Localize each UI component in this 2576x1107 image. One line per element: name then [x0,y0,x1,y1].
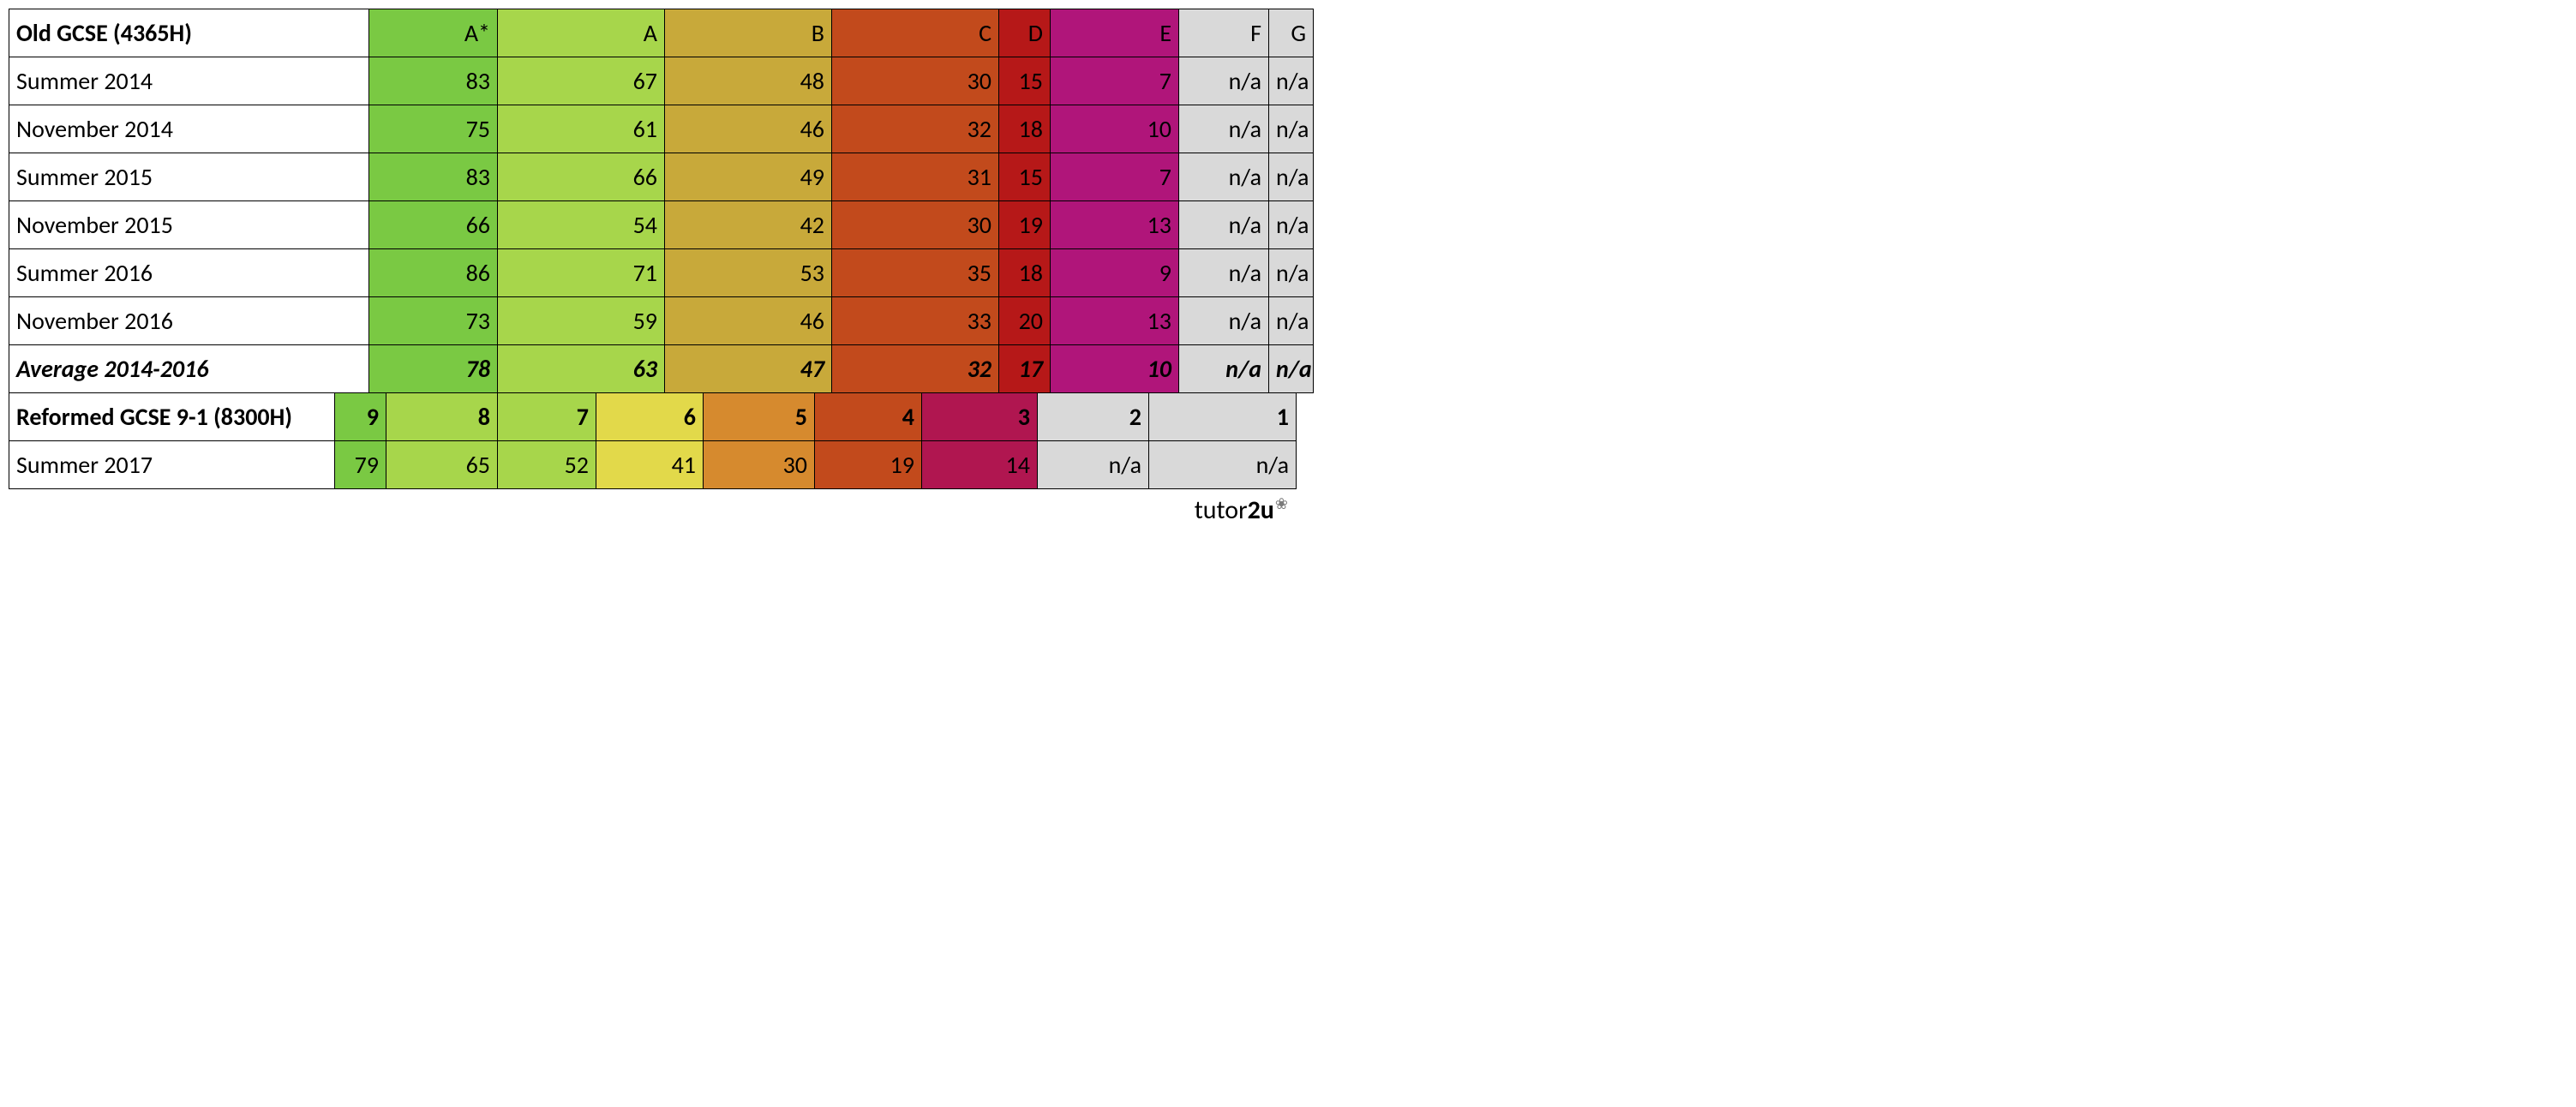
grade-cell: 30 [832,201,999,249]
grade-cell: n/a [1269,201,1314,249]
grade-header: G [1269,9,1314,57]
table-title: Reformed GCSE 9-1 (8300H) [9,392,335,440]
average-cell: 32 [832,345,999,393]
grade-cell: 32 [832,105,999,153]
grade-header: F [1179,9,1269,57]
grade-cell: 75 [369,105,498,153]
grade-cell: 46 [665,297,832,345]
tutor2u-logo: tutor2u❀ [9,489,1297,526]
row-label: Summer 2016 [9,249,369,297]
grade-cell: 15 [999,153,1051,201]
grade-cell: 66 [498,153,665,201]
grade-cell: 18 [999,105,1051,153]
logo-text-2u: 2u [1248,494,1274,526]
grade-cell: n/a [1179,249,1269,297]
grade-cell: n/a [1179,201,1269,249]
grade-cell: 18 [999,249,1051,297]
grade-header: 1 [1149,392,1297,440]
grade-cell: 67 [498,57,665,105]
grade-cell: 35 [832,249,999,297]
grade-cell: n/a [1269,249,1314,297]
grade-cell: 30 [704,440,815,488]
grade-cell: 59 [498,297,665,345]
grade-cell: 53 [665,249,832,297]
grade-cell: 61 [498,105,665,153]
grade-cell: 42 [665,201,832,249]
grade-cell: 19 [999,201,1051,249]
grade-cell: 83 [369,153,498,201]
grade-cell: 71 [498,249,665,297]
grade-cell: 66 [369,201,498,249]
row-label: November 2015 [9,201,369,249]
row-label: November 2014 [9,105,369,153]
grade-cell: 83 [369,57,498,105]
grade-cell: 7 [1051,57,1179,105]
grade-cell: 13 [1051,201,1179,249]
grade-header: 8 [386,392,498,440]
grade-cell: 9 [1051,249,1179,297]
grade-cell: n/a [1269,105,1314,153]
grade-header: E [1051,9,1179,57]
grade-header: B [665,9,832,57]
grade-cell: 30 [832,57,999,105]
grade-cell: 19 [815,440,922,488]
grade-cell: n/a [1269,57,1314,105]
grade-cell: n/a [1179,105,1269,153]
average-cell: n/a [1179,345,1269,393]
grade-cell: n/a [1269,297,1314,345]
grade-header: A* [369,9,498,57]
logo-text-tutor: tutor [1195,494,1248,526]
grade-header: 2 [1038,392,1149,440]
old-gcse-table: Old GCSE (4365H)A*ABCDEFG Summer 20148367… [9,9,1314,393]
grade-cell: 14 [922,440,1038,488]
grade-cell: 65 [386,440,498,488]
grade-cell: 15 [999,57,1051,105]
grade-cell: 10 [1051,105,1179,153]
table-title: Old GCSE (4365H) [9,9,369,57]
grade-cell: n/a [1038,440,1149,488]
average-cell: 10 [1051,345,1179,393]
grade-cell: 41 [596,440,704,488]
row-label: November 2016 [9,297,369,345]
grade-cell: 13 [1051,297,1179,345]
grade-cell: 20 [999,297,1051,345]
row-label: Summer 2015 [9,153,369,201]
grade-cell: 86 [369,249,498,297]
row-label: Summer 2014 [9,57,369,105]
grade-cell: 33 [832,297,999,345]
average-cell: 17 [999,345,1051,393]
grade-header: 3 [922,392,1038,440]
grade-header: A [498,9,665,57]
reformed-gcse-table: Reformed GCSE 9-1 (8300H)987654321Summer… [9,392,1297,489]
grade-header: D [999,9,1051,57]
grade-header: 6 [596,392,704,440]
flower-icon: ❀ [1275,494,1288,513]
grade-cell: 49 [665,153,832,201]
grade-cell: 7 [1051,153,1179,201]
grade-cell: n/a [1269,153,1314,201]
grade-header: C [832,9,999,57]
grade-cell: 31 [832,153,999,201]
average-cell: 47 [665,345,832,393]
grade-cell: n/a [1179,57,1269,105]
average-row-label: Average 2014-2016 [9,345,369,393]
grade-cell: 52 [498,440,596,488]
grade-header: 4 [815,392,922,440]
grade-header: 5 [704,392,815,440]
grade-header: 7 [498,392,596,440]
grade-boundary-tables: Old GCSE (4365H)A*ABCDEFGSummer 20148367… [9,9,1297,526]
grade-cell: 54 [498,201,665,249]
average-cell: n/a [1269,345,1314,393]
grade-cell: 79 [335,440,386,488]
row-label: Summer 2017 [9,440,335,488]
average-cell: 78 [369,345,498,393]
grade-cell: 46 [665,105,832,153]
grade-cell: n/a [1149,440,1297,488]
average-cell: 63 [498,345,665,393]
grade-cell: 48 [665,57,832,105]
grade-header: 9 [335,392,386,440]
grade-cell: 73 [369,297,498,345]
grade-cell: n/a [1179,153,1269,201]
grade-cell: n/a [1179,297,1269,345]
